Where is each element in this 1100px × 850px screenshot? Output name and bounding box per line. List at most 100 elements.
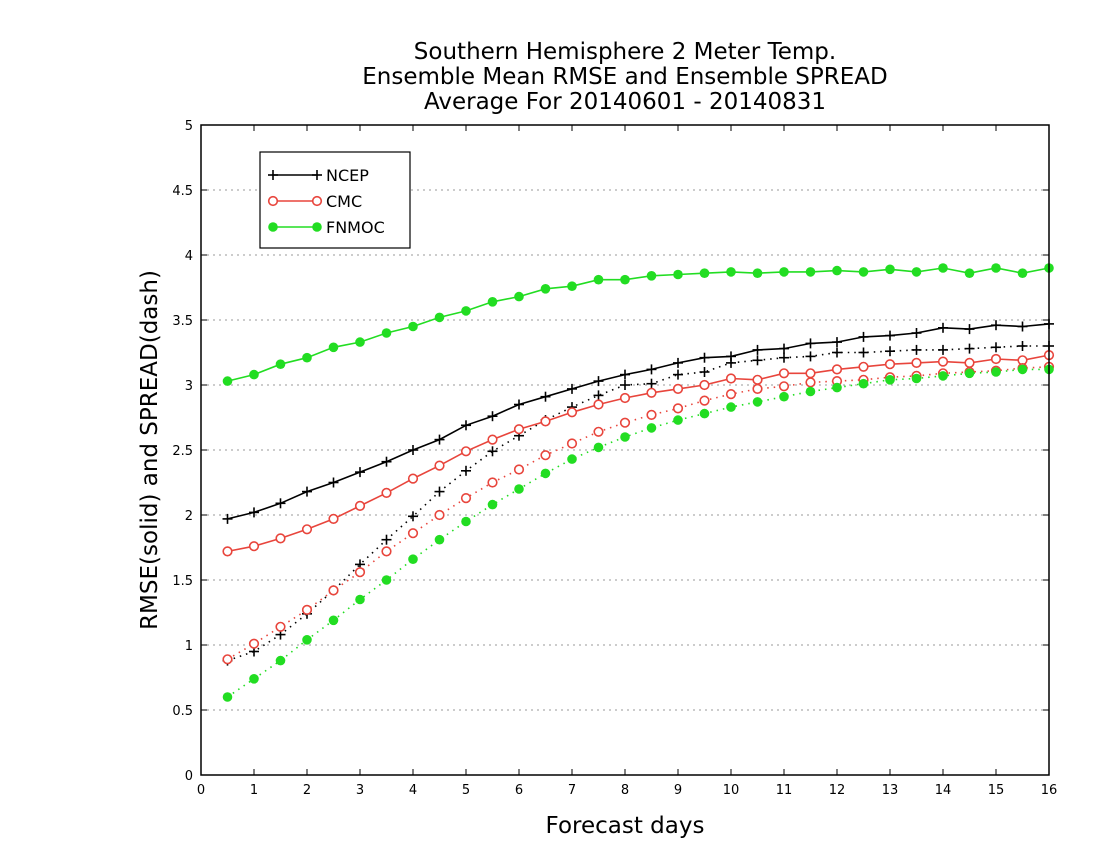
data-point-plus <box>991 320 1001 331</box>
data-point-circle-filled <box>779 391 789 402</box>
data-point-plus <box>832 337 842 348</box>
data-point-circle-filled <box>752 268 763 279</box>
data-point-circle-filled <box>593 274 604 285</box>
data-point-circle-filled <box>858 267 869 277</box>
data-point-circle-open <box>884 359 896 370</box>
x-tick-label: 15 <box>988 783 1005 798</box>
data-point-circle-filled <box>249 369 259 380</box>
data-point-plus <box>964 324 975 335</box>
fnmoc-spread-line <box>227 368 1049 698</box>
x-tick-label: 11 <box>776 783 793 798</box>
data-point-circle-filled <box>805 267 816 277</box>
y-tick-label: 3 <box>185 379 193 394</box>
data-point-circle-open <box>540 416 551 427</box>
data-point-circle-open <box>460 446 472 457</box>
data-point-circle-open <box>805 377 816 388</box>
y-tick-label: 2 <box>185 509 193 524</box>
x-tick-label: 2 <box>303 783 311 798</box>
data-point-circle-filled <box>302 352 312 363</box>
legend-label: FNMOC <box>326 218 385 237</box>
data-point-circle-open <box>752 374 763 385</box>
data-point-plus <box>514 399 524 410</box>
data-point-circle-filled <box>593 442 604 453</box>
data-point-plus <box>434 434 445 445</box>
data-point-plus <box>620 380 630 390</box>
data-point-plus <box>964 343 975 354</box>
x-tick-label: 9 <box>674 783 682 798</box>
data-point-circle-open <box>858 361 869 372</box>
data-point-circle-open <box>699 395 710 406</box>
data-point-plus <box>461 465 471 476</box>
x-tick-label: 16 <box>1041 783 1058 798</box>
data-point-circle-open <box>222 654 233 665</box>
data-point-circle-filled <box>911 373 922 384</box>
data-point-circle-open <box>593 426 604 437</box>
data-point-circle-filled <box>832 265 842 276</box>
data-point-circle-open <box>752 383 763 395</box>
data-point-plus <box>938 322 948 333</box>
legend-item-ncep: NCEP <box>268 166 369 185</box>
data-point-circle-filled <box>885 264 895 275</box>
data-point-plus <box>832 347 842 358</box>
data-point-circle-filled <box>381 328 392 338</box>
data-point-plus <box>275 498 286 509</box>
legend-item-fnmoc: FNMOC <box>268 218 385 237</box>
data-point-plus <box>805 351 816 362</box>
fnmoc-rmse-line <box>227 267 1050 382</box>
data-point-plus <box>673 357 683 368</box>
fnmoc-spread-series <box>222 364 1054 702</box>
cmc-rmse-series <box>222 350 1055 557</box>
data-point-circle-open <box>646 387 657 398</box>
data-point-circle-open <box>328 585 339 596</box>
data-point-circle-open <box>487 434 498 445</box>
data-point-plus <box>408 445 418 455</box>
data-point-circle-open <box>381 546 392 557</box>
x-tick-label: 8 <box>621 783 629 798</box>
fnmoc-rmse-series <box>222 263 1054 386</box>
data-point-circle-open <box>725 373 737 384</box>
data-point-circle-open <box>275 533 286 544</box>
data-point-plus <box>249 507 259 518</box>
data-point-circle-filled <box>620 432 630 442</box>
legend-item-cmc: CMC <box>267 192 362 211</box>
data-point-circle-open <box>267 195 279 207</box>
data-point-circle-filled <box>487 499 498 510</box>
data-point-circle-filled <box>620 274 630 285</box>
data-point-circle-filled <box>312 222 322 232</box>
data-point-plus <box>593 390 604 401</box>
data-point-circle-open <box>487 477 498 488</box>
data-point-circle-filled <box>461 306 471 316</box>
data-point-plus <box>911 328 922 338</box>
data-point-circle-filled <box>805 386 816 397</box>
cmc-spread-line <box>227 366 1050 660</box>
data-point-circle-open <box>672 383 684 395</box>
data-point-circle-filled <box>408 321 418 332</box>
grid <box>201 189 1049 711</box>
data-point-plus <box>593 376 604 387</box>
data-point-circle-filled <box>991 263 1001 273</box>
y-tick-label: 4.5 <box>172 184 193 199</box>
x-tick-label: 1 <box>250 783 258 798</box>
data-point-plus <box>726 357 736 368</box>
x-tick-label: 7 <box>568 783 576 798</box>
data-point-circle-filled <box>268 222 278 232</box>
data-point-circle-open <box>301 604 313 616</box>
data-point-circle-open <box>964 357 975 369</box>
data-point-plus <box>938 344 948 355</box>
data-point-circle-filled <box>646 423 657 433</box>
data-point-plus <box>268 170 278 180</box>
data-point-circle-open <box>725 389 737 400</box>
data-point-circle-open <box>354 500 366 512</box>
data-point-circle-open <box>248 638 260 649</box>
data-point-plus <box>779 343 789 354</box>
data-point-plus <box>222 513 233 524</box>
data-point-circle-filled <box>964 368 975 379</box>
y-tick-label: 0 <box>185 769 193 784</box>
data-point-plus <box>858 347 869 358</box>
data-point-plus <box>858 331 869 342</box>
y-tick-label: 3.5 <box>172 314 193 329</box>
x-axis-label: Forecast days <box>546 813 705 839</box>
data-point-circle-filled <box>275 655 286 666</box>
data-point-plus <box>1017 321 1028 332</box>
data-point-circle-filled <box>381 575 392 585</box>
